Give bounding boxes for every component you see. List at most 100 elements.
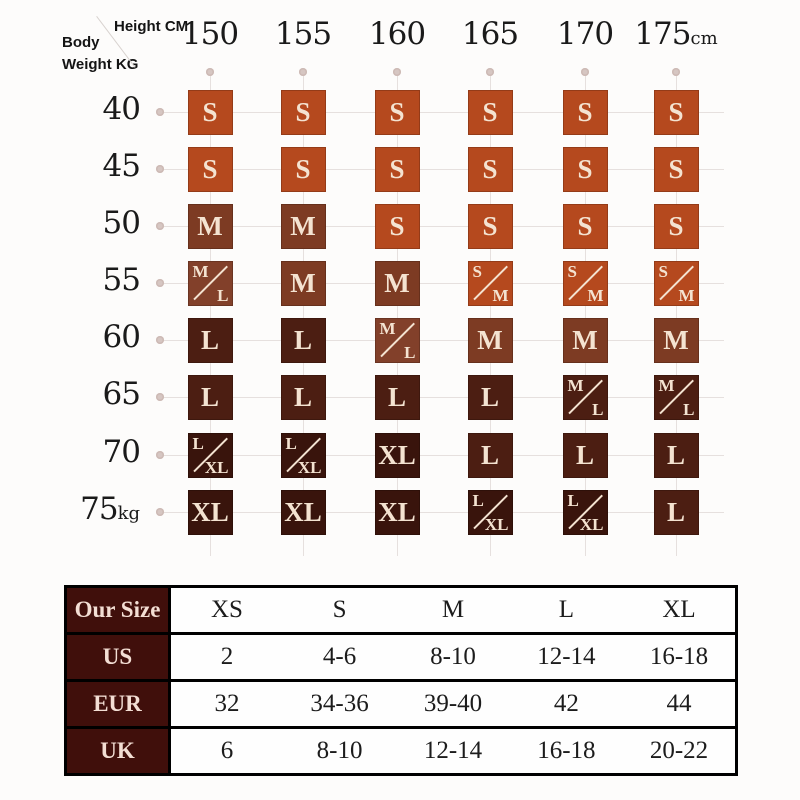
body-axis-title-line1: Body [62,34,100,51]
grid-line-vertical [675,72,677,556]
weight-axis-title-line2: Weight KG [62,56,139,73]
size-cell: S [653,89,699,135]
row-dot [156,508,164,516]
grid-line-vertical [489,72,491,556]
row-dot [156,336,164,344]
row-dot [156,108,164,116]
row-dot [156,222,164,230]
size-cell: M [280,260,326,306]
row-header: US [65,632,171,681]
grid-line-horizontal [158,396,724,398]
grid-line-horizontal [158,225,724,227]
grid-line-vertical [584,72,586,556]
conversion-table: Our Size XS S M L XL US 2 4-6 8-10 12-14 16-18 EUR 32… [64,585,738,776]
size-cell: L [187,317,233,363]
height-unit: cm [690,28,718,49]
table-cell: 6 [169,726,283,775]
size-cell: S [562,146,608,192]
weight-label: 45 [102,148,141,184]
table-row: EUR 32 34-36 39-40 42 44 [65,679,737,728]
weight-label: 55 [102,262,141,298]
column-dot [486,68,494,76]
height-label: 170 [556,16,614,52]
row-dot [156,393,164,401]
size-cell: L XL [280,432,326,478]
grid-line-horizontal [158,454,724,456]
height-axis-title: Height CM [114,18,189,35]
height-label: 155 [274,16,332,52]
size-cell: L XL [467,489,513,535]
size-cell-upper-label: M [192,261,209,281]
size-cell: S [187,89,233,135]
grid-line-horizontal [158,111,724,113]
table-cell: XS [210,596,243,623]
size-cell: L [280,374,326,420]
table-cell: 8-10 [396,632,510,681]
size-cell: M [467,317,513,363]
size-cell-upper-label: M [567,375,584,395]
size-cell-lower-label: M [678,285,695,305]
size-cell: S [374,146,420,192]
size-cell: M [653,317,699,363]
row-header: UK [65,726,171,775]
weight-label: 50 [102,205,141,241]
table-cell: 12-14 [509,632,624,681]
size-cell-upper-label: S [658,261,668,281]
size-cell: S [467,146,513,192]
row-dot [156,279,164,287]
size-cell: S [653,146,699,192]
grid-line-vertical [302,72,304,556]
row-header: Our Size [65,586,171,634]
row-dot [156,451,164,459]
table-cell: XL [662,596,696,623]
size-cell: S [280,89,326,135]
grid-line-vertical [209,72,211,556]
size-cell: M [562,317,608,363]
size-cell: L [653,489,699,535]
size-cell: L XL [562,489,608,535]
row-dot [156,165,164,173]
size-cell: L XL [187,432,233,478]
grid-line-horizontal [158,282,724,284]
size-cell: L [467,432,513,478]
size-cell-lower-label: L [683,399,695,419]
size-cell-upper-label: L [472,490,484,510]
column-dot [206,68,214,76]
size-cell-upper-label: L [567,490,579,510]
column-dot [672,68,680,76]
size-cell: S [467,89,513,135]
size-cell: M [187,203,233,249]
size-cell-upper-label: S [567,261,577,281]
size-cell-lower-label: L [217,285,229,305]
table-row: US 2 4-6 8-10 12-14 16-18 [65,632,737,681]
grid-line-horizontal [158,511,724,513]
grid-line-horizontal [158,339,724,341]
size-cell: XL [374,489,420,535]
table-cell: S [332,596,347,623]
weight-label: 65 [102,376,141,412]
grid-line-vertical [396,72,398,556]
grid-line-horizontal [158,168,724,170]
height-label: 175cm [634,16,718,52]
column-dot [393,68,401,76]
size-cell-lower-label: M [587,285,604,305]
size-cell: S [562,203,608,249]
table-row: Our Size XS S M L XL [65,586,737,634]
table-row: UK 6 8-10 12-14 16-18 20-22 [65,726,737,775]
table-cell: 2 [169,632,283,681]
size-cell: XL [280,489,326,535]
size-cell-lower-label: XL [484,514,509,534]
size-cell: L [187,374,233,420]
size-cell-lower-label: XL [579,514,604,534]
size-cell: S [280,146,326,192]
table-cell: 20-22 [623,726,737,775]
height-label: 165 [461,16,519,52]
size-cell: S [467,203,513,249]
table-cell: 34-36 [282,679,397,728]
table-cell: 42 [509,679,624,728]
